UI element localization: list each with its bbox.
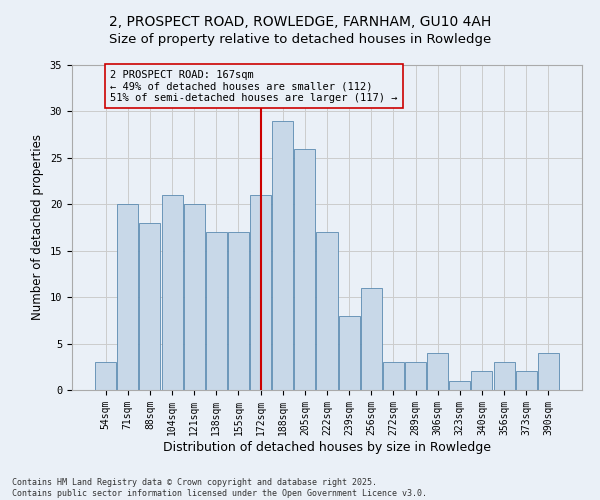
X-axis label: Distribution of detached houses by size in Rowledge: Distribution of detached houses by size … [163, 440, 491, 454]
Bar [361, 288, 382, 390]
Bar [449, 380, 470, 390]
Bar [118, 204, 139, 390]
Bar [316, 232, 338, 390]
Bar [228, 232, 249, 390]
Text: Contains HM Land Registry data © Crown copyright and database right 2025.
Contai: Contains HM Land Registry data © Crown c… [12, 478, 427, 498]
Bar [538, 353, 559, 390]
Bar [383, 362, 404, 390]
Text: 2, PROSPECT ROAD, ROWLEDGE, FARNHAM, GU10 4AH: 2, PROSPECT ROAD, ROWLEDGE, FARNHAM, GU1… [109, 15, 491, 29]
Bar [295, 148, 316, 390]
Bar [515, 372, 536, 390]
Bar [184, 204, 205, 390]
Bar [95, 362, 116, 390]
Y-axis label: Number of detached properties: Number of detached properties [31, 134, 44, 320]
Bar [272, 120, 293, 390]
Text: Size of property relative to detached houses in Rowledge: Size of property relative to detached ho… [109, 32, 491, 46]
Bar [338, 316, 359, 390]
Bar [427, 353, 448, 390]
Text: 2 PROSPECT ROAD: 167sqm
← 49% of detached houses are smaller (112)
51% of semi-d: 2 PROSPECT ROAD: 167sqm ← 49% of detache… [110, 70, 398, 103]
Bar [250, 195, 271, 390]
Bar [161, 195, 182, 390]
Bar [472, 372, 493, 390]
Bar [494, 362, 515, 390]
Bar [139, 223, 160, 390]
Bar [405, 362, 426, 390]
Bar [206, 232, 227, 390]
